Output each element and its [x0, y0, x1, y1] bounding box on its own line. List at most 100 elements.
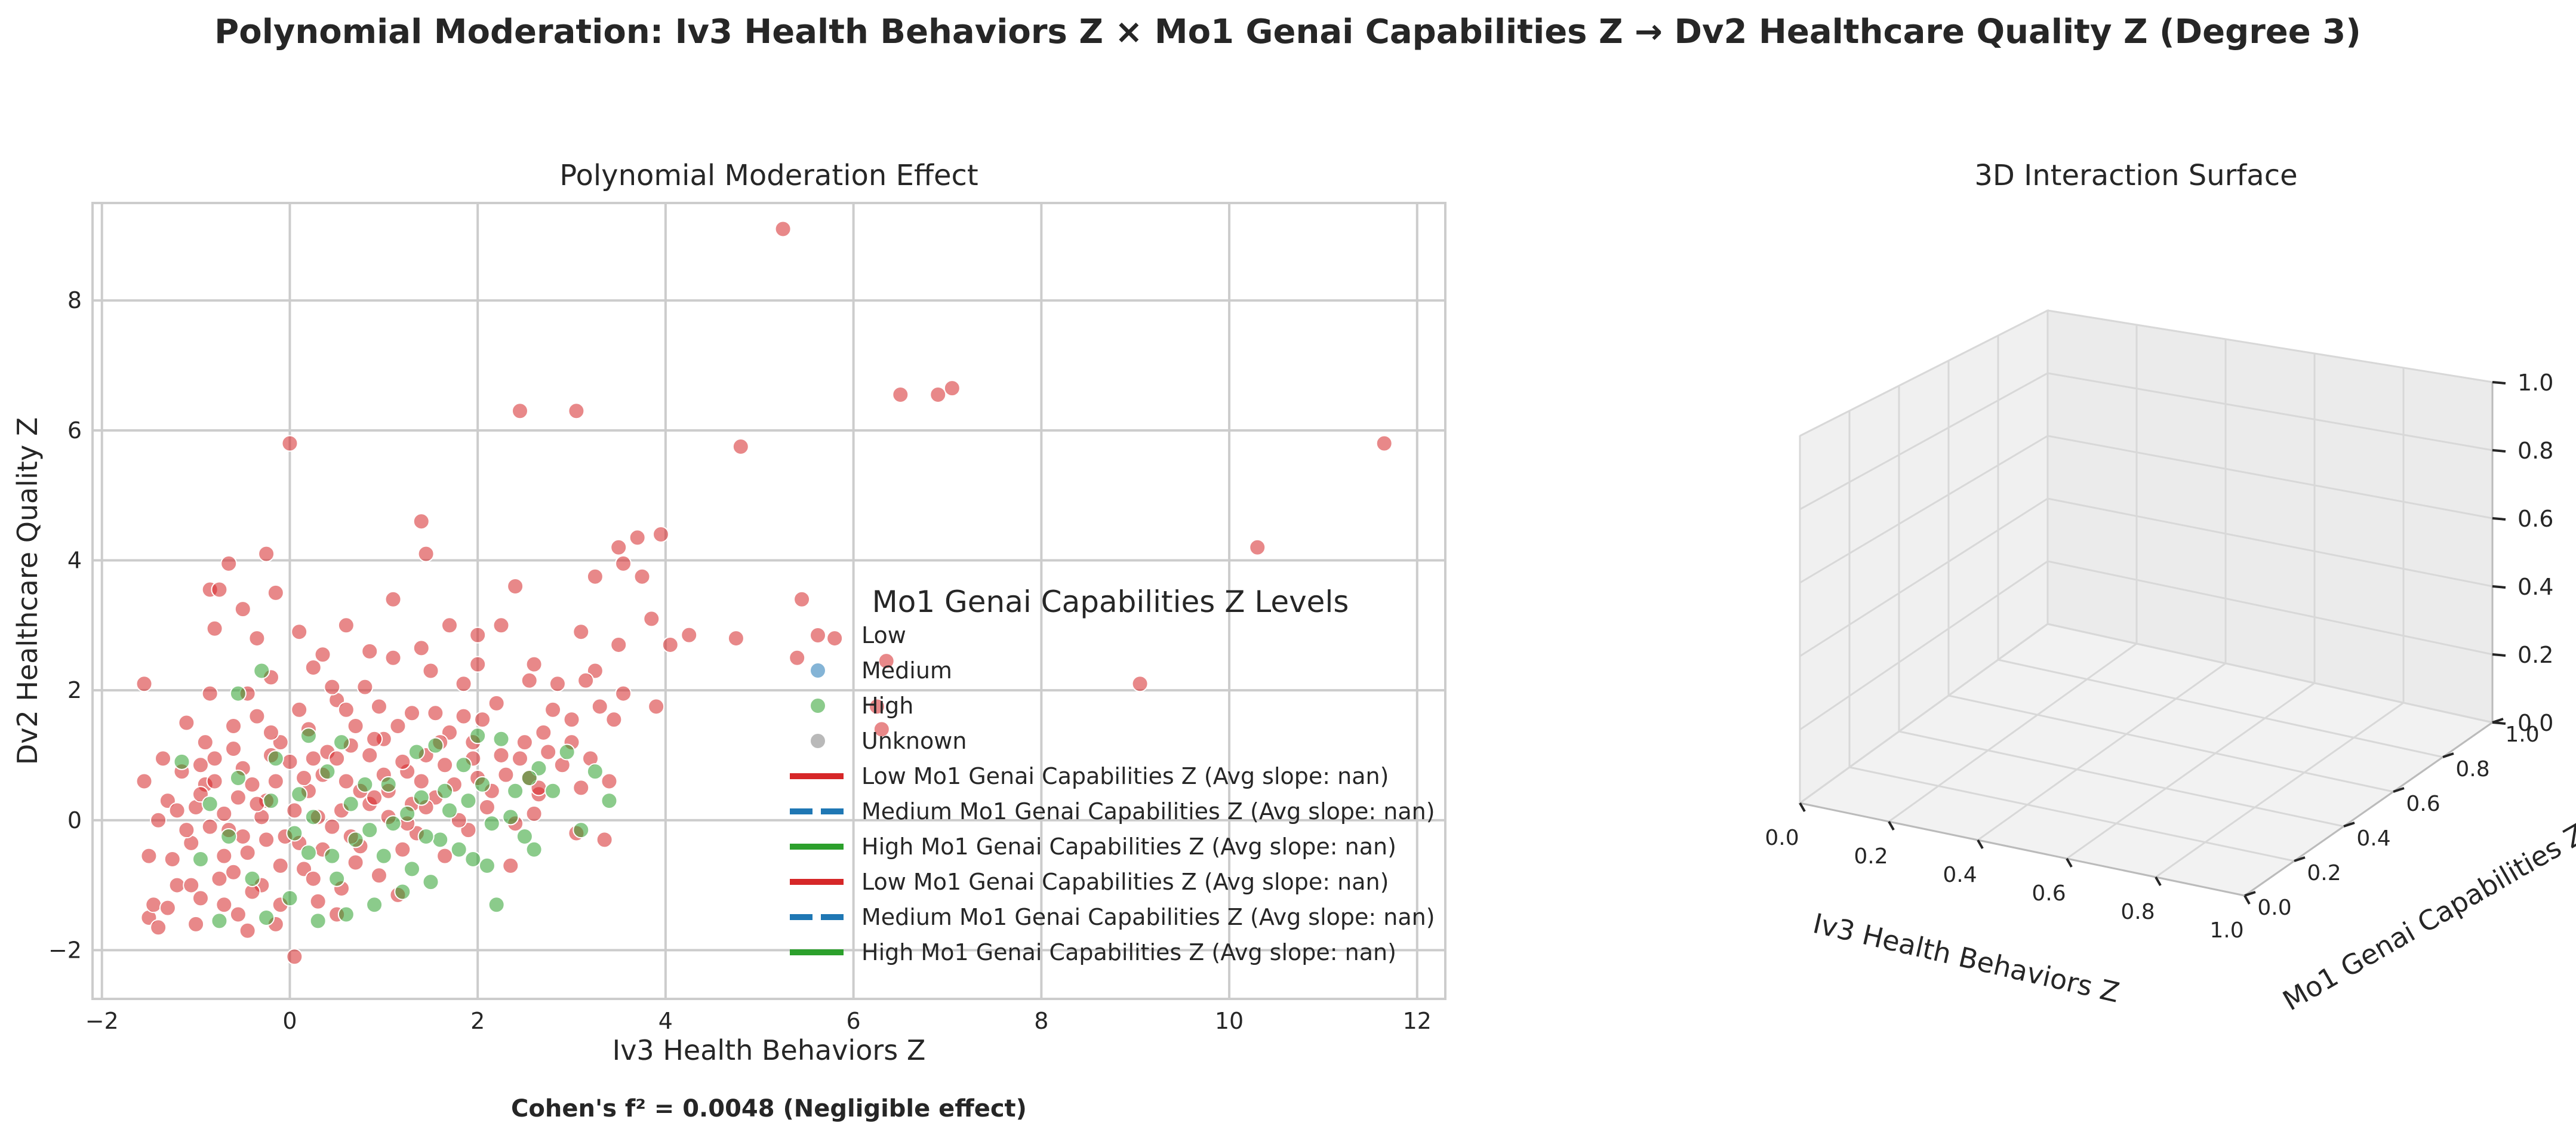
scatter-point-low	[248, 708, 266, 725]
scatter-point-low	[436, 756, 454, 774]
scatter-point-high	[417, 828, 435, 845]
scatter-ytick-label: 8	[67, 287, 82, 313]
scatter-point-low	[943, 380, 961, 397]
surface-grid-line	[1799, 497, 2048, 657]
scatter-point-low	[488, 694, 505, 712]
surface-grid-line	[2047, 309, 2493, 383]
scatter-point-high	[300, 727, 317, 745]
scatter-ylabel: Dv2 Healthcare Quality Z	[11, 417, 44, 765]
scatter-point-high	[244, 870, 261, 887]
scatter-point-high	[516, 828, 533, 845]
scatter-point-low	[258, 545, 275, 562]
scatter-points	[136, 220, 1393, 965]
surface-ytick-mark	[2294, 856, 2306, 862]
scatter-point-low	[568, 402, 585, 420]
surface-grid-line	[2047, 497, 2493, 588]
surface-xtick-label: 0.8	[2120, 900, 2155, 924]
scatter-point-low	[155, 750, 172, 767]
scatter-point-high	[361, 822, 378, 839]
scatter-point-low	[1249, 539, 1266, 556]
surface-ztick-mark	[2492, 721, 2506, 725]
scatter-point-low	[605, 711, 623, 728]
scatter-point-low	[206, 773, 223, 790]
scatter-point-high	[586, 763, 604, 780]
scatter-point-high	[544, 782, 562, 799]
scatter-point-high	[394, 883, 411, 900]
surface-ztick-mark	[2492, 449, 2506, 453]
surface-title: 3D Interaction Surface	[1974, 159, 2297, 192]
scatter-point-low	[201, 818, 218, 835]
scatter-point-high	[427, 737, 444, 754]
scatter-point-high	[262, 792, 279, 810]
surface-grid-line	[1977, 662, 2226, 841]
scatter-point-high	[356, 776, 374, 793]
surface-ztick-label: 0.2	[2517, 642, 2553, 668]
scatter-point-low	[540, 743, 557, 761]
scatter-point-low	[178, 714, 195, 731]
legend-marker-label: High	[861, 693, 913, 719]
scatter-point-low	[1375, 435, 1393, 452]
scatter-point-high	[253, 662, 270, 679]
scatter-tick-labels: −2 0 2 4 6 8 10 12 −2 0 2 4 6 8	[48, 287, 1432, 1034]
scatter-point-high	[300, 844, 317, 862]
legend-line-label: Medium Mo1 Genai Capabilities Z (Avg slo…	[861, 798, 1435, 825]
scatter-point-high	[380, 776, 397, 793]
scatter-point-low	[281, 435, 298, 452]
scatter-point-low	[681, 626, 698, 644]
scatter-point-high	[464, 851, 482, 868]
surface-xtick-label: 1.0	[2209, 918, 2243, 943]
scatter-point-high	[432, 831, 449, 848]
scatter-point-low	[1131, 675, 1149, 693]
scatter-panel: Polynomial Moderation Effect Iv3 Health …	[11, 159, 1447, 1066]
scatter-point-low	[601, 773, 618, 790]
scatter-point-low	[648, 698, 665, 715]
scatter-point-high	[521, 770, 538, 787]
scatter-point-low	[507, 578, 524, 595]
scatter-point-low	[417, 545, 435, 562]
scatter-point-low	[610, 539, 627, 556]
scatter-point-high	[436, 782, 454, 799]
scatter-point-low	[732, 438, 749, 456]
surface-ztick-label: 0.4	[2517, 574, 2553, 600]
scatter-point-high	[474, 776, 491, 793]
surface-xtick-mark	[1888, 821, 1895, 831]
scatter-point-low	[413, 513, 430, 530]
scatter-point-low	[262, 724, 279, 741]
legend-line-label: Low Mo1 Genai Capabilities Z (Avg slope:…	[861, 869, 1389, 895]
surface-ztick-label: 0.0	[2517, 710, 2553, 736]
scatter-point-high	[558, 743, 575, 761]
scatter-point-low	[192, 756, 209, 774]
scatter-point-low	[469, 656, 487, 673]
scatter-point-low	[629, 529, 646, 546]
scatter-point-high	[483, 815, 500, 832]
scatter-point-low	[183, 876, 200, 894]
scatter-point-low	[248, 630, 266, 647]
surface-ytick-label: 0.4	[2356, 826, 2390, 851]
scatter-point-low	[145, 896, 162, 914]
scatter-point-high	[413, 789, 430, 806]
scatter-point-low	[427, 705, 444, 722]
scatter-point-low	[436, 847, 454, 865]
surface-ytick-mark	[2343, 822, 2355, 828]
scatter-point-low	[873, 721, 890, 738]
scatter-point-high	[319, 763, 336, 780]
scatter-point-high	[478, 857, 495, 874]
scatter-point-low	[258, 831, 275, 848]
surface-grid-line	[2047, 435, 2493, 519]
scatter-point-high	[347, 831, 364, 848]
scatter-point-low	[225, 717, 242, 734]
scatter-point-low	[291, 701, 308, 718]
scatter-point-low	[206, 750, 223, 767]
surface-grid-line	[1799, 560, 2048, 731]
scatter-point-high	[286, 825, 303, 842]
scatter-point-low	[267, 584, 284, 601]
scatter-point-high	[328, 870, 346, 887]
scatter-point-high	[229, 770, 247, 787]
scatter-point-low	[216, 896, 233, 914]
scatter-point-low	[304, 750, 322, 767]
surface-xtick-mark	[2243, 895, 2251, 905]
scatter-point-low	[878, 653, 895, 670]
scatter-point-low	[239, 922, 256, 939]
scatter-point-low	[826, 630, 844, 647]
scatter-point-low	[868, 698, 885, 715]
